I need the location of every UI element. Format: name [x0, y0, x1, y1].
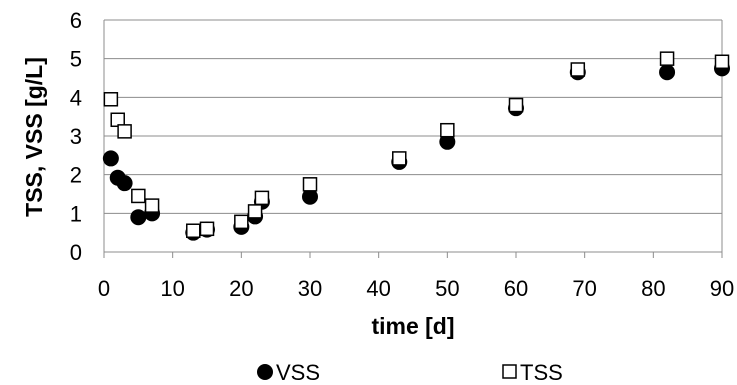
x-tick-label: 80: [641, 276, 665, 301]
tss-point: [440, 122, 455, 138]
y-tick-labels: 0 1 2 3 4 5 6: [70, 8, 82, 265]
tss-point: [131, 188, 146, 204]
tss-point: [247, 204, 263, 219]
vss-point: [302, 188, 318, 205]
vss-point: [130, 209, 147, 226]
y-tick-label: 3: [70, 124, 82, 149]
y-tick-label: 2: [70, 163, 82, 188]
tss-point: [570, 62, 586, 77]
y-tick-label: 1: [70, 201, 82, 226]
x-tick-label: 10: [160, 276, 184, 301]
x-tick-label: 90: [710, 276, 734, 301]
x-tick-label: 40: [366, 276, 390, 301]
x-tick-label: 20: [229, 276, 253, 301]
legend-vss-label: VSS: [276, 360, 320, 385]
y-tick-label: 5: [70, 47, 82, 72]
axes: [103, 20, 723, 258]
legend-tss-label: TSS: [520, 360, 563, 385]
y-tick-label: 0: [70, 240, 82, 265]
x-tick-labels: 0 10 20 30 40 50 60 70 80 90: [98, 276, 734, 301]
y-axis-title: TSS, VSS [g/L]: [21, 57, 47, 217]
tss-point: [392, 151, 407, 166]
vss-point: [439, 133, 456, 150]
tss-point: [302, 177, 318, 192]
y-tick-label: 6: [70, 8, 82, 33]
tss-point: [508, 97, 524, 113]
tss-point: [117, 124, 132, 139]
tss-point: [103, 92, 119, 107]
series-tss: [103, 51, 730, 238]
tss-point: [144, 198, 160, 213]
x-tick-label: 0: [98, 276, 110, 301]
data-series: [102, 51, 730, 241]
legend-vss-marker: [257, 364, 273, 380]
x-tick-label: 30: [298, 276, 322, 301]
tss-point: [234, 214, 249, 230]
x-tick-label: 60: [504, 276, 528, 301]
tss-point: [714, 54, 730, 70]
vss-point: [116, 175, 133, 192]
legend-tss-marker: [502, 364, 517, 379]
tss-point: [199, 221, 215, 237]
vss-point: [102, 150, 119, 167]
x-tick-label: 70: [572, 276, 596, 301]
gridlines: [104, 19, 722, 214]
x-axis-title: time [d]: [371, 313, 454, 339]
tss-point: [254, 190, 270, 206]
y-tick-label: 4: [70, 85, 82, 110]
tss-point: [186, 223, 201, 238]
vss-point: [659, 64, 676, 81]
x-tick-label: 50: [435, 276, 459, 301]
legend: VSS TSS: [257, 360, 563, 385]
tss-point: [659, 51, 675, 66]
